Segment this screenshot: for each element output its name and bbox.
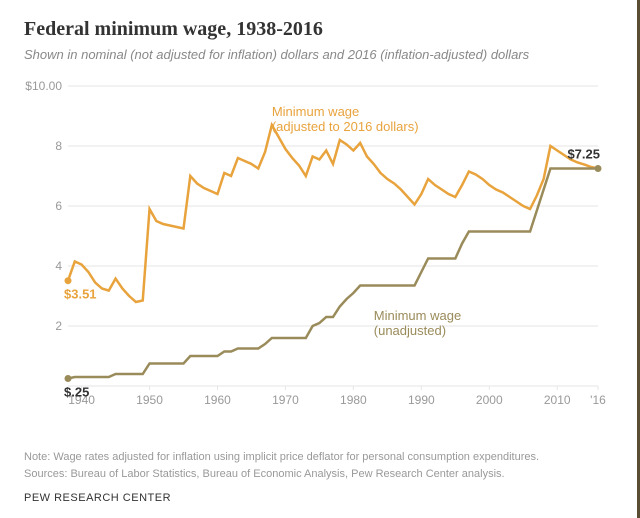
chart-note: Note: Wage rates adjusted for inflation … (24, 450, 616, 465)
chart-subtitle: Shown in nominal (not adjusted for infla… (24, 47, 616, 62)
ytick-label: 8 (55, 139, 62, 153)
series-start-marker (65, 277, 72, 284)
series-adjusted (68, 125, 598, 302)
series-start-label: $3.51 (64, 287, 97, 302)
series-unadjusted (68, 169, 598, 379)
chart-title: Federal minimum wage, 1938-2016 (24, 18, 616, 41)
xtick-label: 2010 (544, 393, 571, 407)
chart-svg: 2468$10.00194019501960197019801990200020… (24, 76, 616, 416)
chart-area: 2468$10.00194019501960197019801990200020… (24, 76, 616, 416)
chart-credit: PEW RESEARCH CENTER (24, 492, 616, 504)
xtick-label: 1950 (136, 393, 163, 407)
series-start-label: $.25 (64, 385, 89, 400)
ytick-label: $10.00 (25, 79, 62, 93)
series-label: Minimum wage (272, 104, 359, 119)
xtick-label: 2000 (476, 393, 503, 407)
series-end-marker (595, 165, 602, 172)
series-start-marker (65, 375, 72, 382)
series-end-label: $7.25 (567, 147, 600, 162)
xtick-label: '16 (590, 393, 606, 407)
xtick-label: 1970 (272, 393, 299, 407)
series-label: (adjusted to 2016 dollars) (272, 119, 419, 134)
xtick-label: 1960 (204, 393, 231, 407)
series-label: Minimum wage (374, 308, 461, 323)
series-label: (unadjusted) (374, 323, 446, 338)
ytick-label: 2 (55, 319, 62, 333)
ytick-label: 6 (55, 199, 62, 213)
chart-sources: Sources: Bureau of Labor Statistics, Bur… (24, 467, 616, 482)
xtick-label: 1980 (340, 393, 367, 407)
ytick-label: 4 (55, 259, 62, 273)
xtick-label: 1990 (408, 393, 435, 407)
